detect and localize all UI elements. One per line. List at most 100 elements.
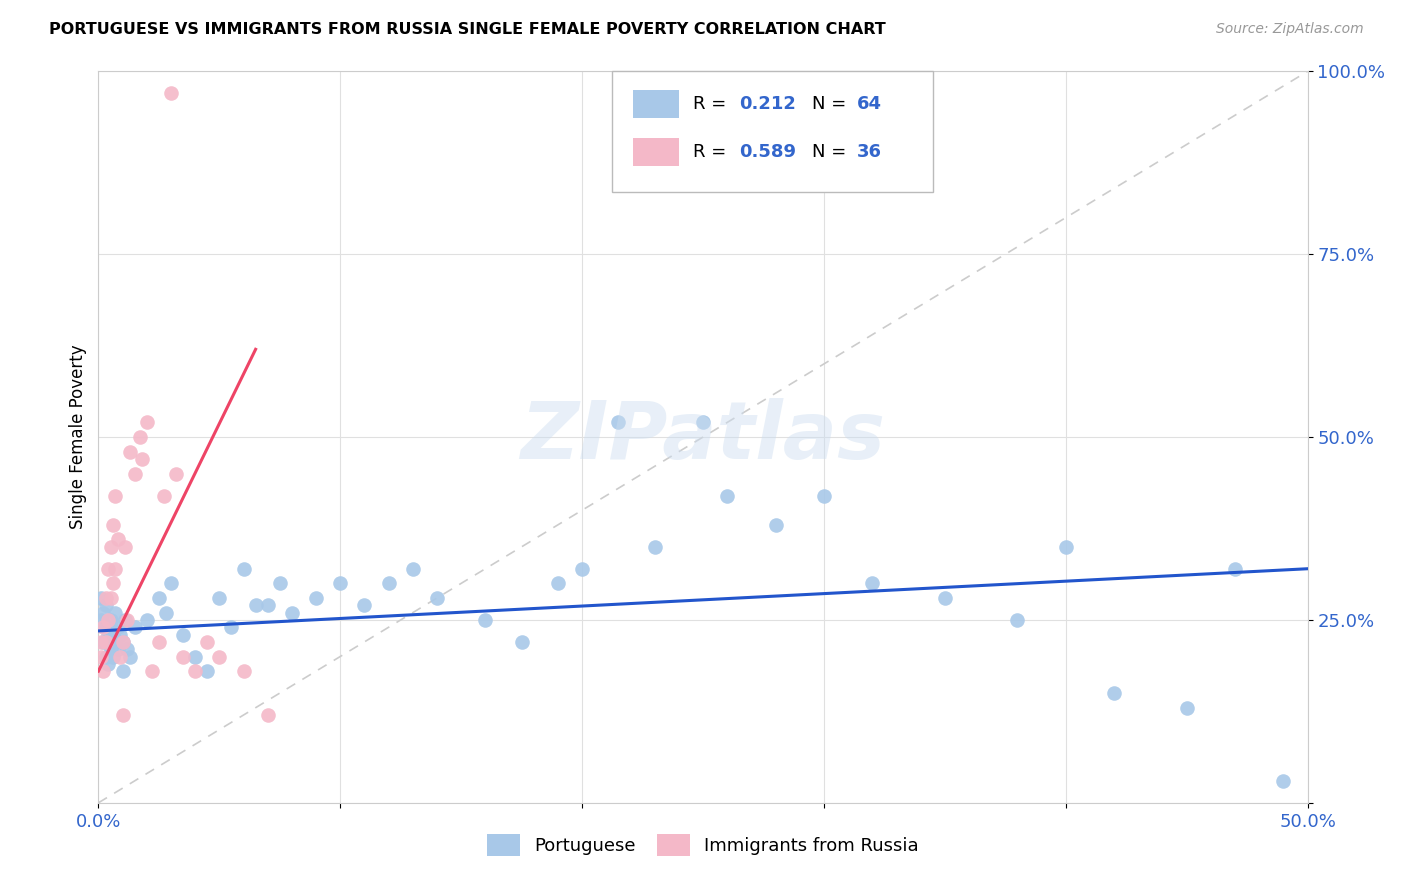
Point [94, 599, 117, 613]
Point [128, 430, 150, 444]
Text: 64: 64 [856, 95, 882, 113]
Point [101, 649, 124, 664]
FancyBboxPatch shape [633, 90, 679, 118]
Point [108, 649, 131, 664]
Point [104, 606, 127, 620]
Point [208, 591, 231, 605]
Point [934, 591, 956, 605]
Point [232, 562, 254, 576]
Point [152, 489, 174, 503]
Point [1175, 700, 1198, 714]
Point [184, 649, 207, 664]
Point [104, 489, 127, 503]
Point [94, 635, 117, 649]
Point [111, 708, 134, 723]
Point [232, 664, 254, 678]
Point [256, 708, 278, 723]
Point [165, 467, 187, 481]
Point [94, 591, 117, 605]
Text: 0.212: 0.212 [740, 95, 796, 113]
Point [1054, 540, 1077, 554]
Point [100, 613, 122, 627]
Point [141, 664, 163, 678]
Point [245, 599, 267, 613]
Point [353, 599, 375, 613]
Point [100, 642, 122, 657]
Point [329, 576, 352, 591]
Point [195, 635, 218, 649]
Text: N =: N = [811, 95, 852, 113]
Text: R =: R = [693, 143, 733, 161]
Point [692, 416, 714, 430]
Point [114, 613, 136, 627]
Point [184, 664, 207, 678]
Point [97, 613, 120, 627]
Point [90, 649, 112, 664]
Text: Source: ZipAtlas.com: Source: ZipAtlas.com [1216, 22, 1364, 37]
Point [124, 467, 146, 481]
Point [91, 606, 114, 620]
Point [117, 642, 139, 657]
Point [97, 562, 120, 576]
Text: ZIPatlas: ZIPatlas [520, 398, 886, 476]
Point [91, 664, 114, 678]
Point [172, 649, 194, 664]
Point [160, 576, 183, 591]
Point [100, 540, 122, 554]
Point [107, 642, 129, 657]
Point [91, 635, 114, 649]
FancyBboxPatch shape [633, 138, 679, 166]
Point [172, 627, 194, 641]
Point [281, 606, 304, 620]
Point [510, 635, 533, 649]
Point [100, 620, 122, 634]
Point [1272, 773, 1295, 788]
Point [1007, 613, 1029, 627]
Point [94, 620, 117, 634]
Point [571, 562, 593, 576]
Point [1102, 686, 1125, 700]
Point [111, 635, 134, 649]
Point [104, 562, 127, 576]
Legend: Portuguese, Immigrants from Russia: Portuguese, Immigrants from Russia [479, 827, 927, 863]
Point [256, 599, 278, 613]
Point [644, 540, 666, 554]
Point [118, 649, 141, 664]
Point [90, 613, 112, 627]
Text: 0.589: 0.589 [740, 143, 796, 161]
Point [91, 620, 114, 634]
Point [111, 664, 134, 678]
Point [1223, 562, 1246, 576]
Text: N =: N = [811, 143, 852, 161]
Point [474, 613, 496, 627]
Point [101, 627, 124, 641]
Point [108, 627, 131, 641]
Point [97, 635, 120, 649]
Text: R =: R = [693, 95, 733, 113]
Point [813, 489, 835, 503]
Point [377, 576, 399, 591]
Point [97, 657, 120, 671]
Text: 36: 36 [856, 143, 882, 161]
Point [90, 591, 112, 605]
Point [160, 87, 183, 101]
Point [94, 649, 117, 664]
Point [101, 517, 124, 532]
Point [221, 620, 243, 634]
Text: PORTUGUESE VS IMMIGRANTS FROM RUSSIA SINGLE FEMALE POVERTY CORRELATION CHART: PORTUGUESE VS IMMIGRANTS FROM RUSSIA SIN… [49, 22, 886, 37]
FancyBboxPatch shape [613, 71, 932, 192]
Point [155, 606, 177, 620]
Point [607, 416, 630, 430]
Point [860, 576, 883, 591]
Point [107, 620, 129, 634]
Point [148, 635, 170, 649]
Point [90, 635, 112, 649]
Point [131, 452, 153, 467]
Point [124, 620, 146, 634]
Point [101, 576, 124, 591]
Point [269, 576, 291, 591]
Point [111, 635, 134, 649]
Point [107, 533, 129, 547]
Point [547, 576, 569, 591]
Point [117, 613, 139, 627]
